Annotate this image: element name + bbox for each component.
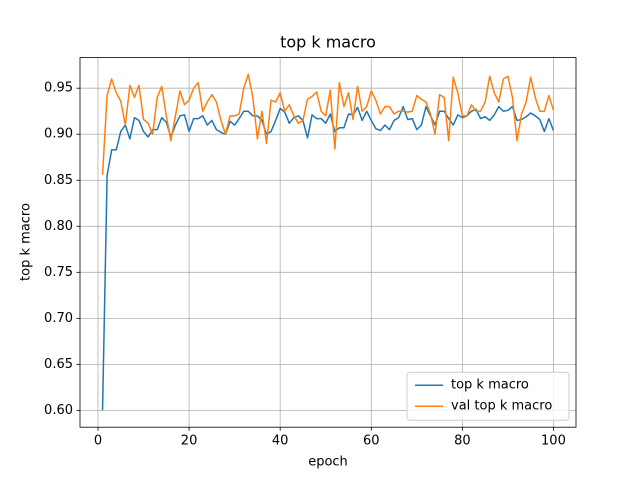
y-tick-label: 0.95 <box>44 81 73 96</box>
x-tick-label: 60 <box>363 434 380 449</box>
line-series <box>101 73 555 175</box>
y-tick-label: 0.75 <box>44 265 73 280</box>
y-axis-label: top k macro <box>19 203 34 281</box>
x-tick-label: 80 <box>454 434 471 449</box>
x-tick-label: 20 <box>181 434 198 449</box>
y-tick-label: 0.70 <box>44 311 73 326</box>
axes-frame <box>79 57 577 428</box>
y-tick-label: 0.80 <box>44 219 73 234</box>
legend-label: val top k macro <box>451 399 552 414</box>
y-tick-label: 0.60 <box>44 403 73 418</box>
legend-box <box>406 371 570 421</box>
x-tick-label: 40 <box>272 434 289 449</box>
legend: top k macro val top k macro <box>406 371 570 421</box>
y-tick-label: 0.65 <box>44 357 73 372</box>
y-tick-label: 0.90 <box>44 127 73 142</box>
y-tick-label: 0.85 <box>44 173 73 188</box>
line-series <box>101 105 555 411</box>
x-tick-label: 0 <box>94 434 102 449</box>
legend-label: top k macro <box>451 378 529 393</box>
x-tick-label: 100 <box>541 434 566 449</box>
x-axis-label: epoch <box>308 455 348 470</box>
chart-title: top k macro <box>280 33 376 52</box>
